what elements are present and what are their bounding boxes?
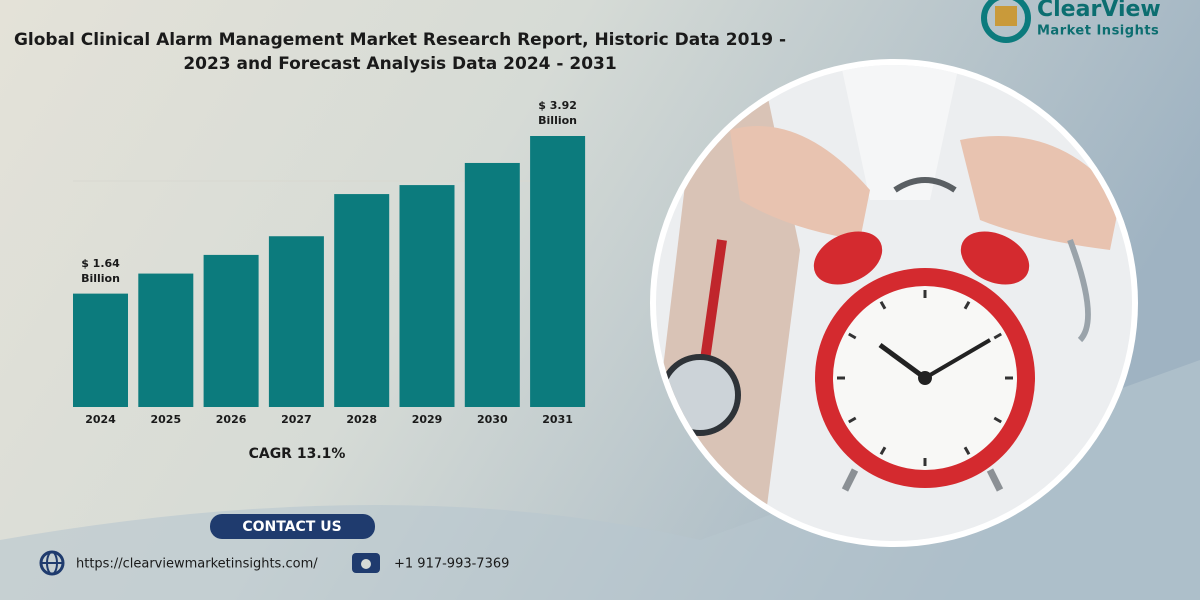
- clock-pin: [918, 371, 932, 385]
- value-label: $ 1.64 Billion: [81, 256, 120, 285]
- x-tick-label: 2026: [216, 413, 247, 426]
- clock-bell: [960, 231, 1030, 285]
- bar: [138, 273, 194, 407]
- clock-tick: [993, 332, 1002, 340]
- x-tick-label: 2024: [85, 413, 116, 426]
- clock-tick: [879, 446, 887, 455]
- chart-title: Global Clinical Alarm Management Market …: [13, 30, 787, 74]
- clock-hand: [923, 338, 992, 380]
- clock-bell: [813, 231, 883, 285]
- clock-ticks: [837, 290, 1013, 466]
- clock-leg: [986, 468, 1004, 492]
- bar-chart: 2024 2025 2026 2027 2028 2029 2030 2031: [73, 136, 586, 426]
- clock-tick: [879, 301, 887, 310]
- clock-tick: [848, 416, 857, 424]
- contact-button[interactable]: [210, 514, 375, 539]
- website[interactable]: https://clearviewmarketinsights.com/: [76, 557, 318, 572]
- bar: [268, 236, 324, 407]
- logo-name: ClearView: [1037, 0, 1161, 22]
- bar: [334, 194, 390, 407]
- x-tick-label: 2030: [477, 413, 508, 426]
- hand-right: [960, 136, 1120, 250]
- clock-leg: [841, 468, 859, 492]
- value-label: $ 3.92 Billion: [538, 99, 578, 127]
- cagr-annotation: CAGR 13.1%: [249, 446, 346, 462]
- clock-hand: [878, 342, 927, 381]
- photo: [650, 59, 1138, 547]
- clock-handle: [893, 177, 957, 193]
- bar: [203, 254, 259, 407]
- logo: ClearView Market Insights: [981, 0, 1161, 43]
- clock-tick: [963, 301, 971, 310]
- x-tick-label: 2028: [346, 413, 377, 426]
- logo-mark: [981, 0, 1031, 43]
- bar: [530, 136, 586, 407]
- bar: [73, 293, 128, 407]
- x-tick-label: 2031: [542, 413, 573, 426]
- logo-mark: [995, 6, 1017, 26]
- stethoscope-right: [1067, 238, 1091, 343]
- x-tick-label: 2027: [281, 413, 312, 426]
- collar: [840, 65, 960, 200]
- logo-tagline: Market Insights: [1037, 24, 1159, 39]
- contact-button-label[interactable]: CONTACT US: [242, 519, 341, 535]
- clock-tick: [848, 332, 857, 340]
- clock-tick: [993, 416, 1002, 424]
- bar: [399, 185, 455, 407]
- hand-left: [730, 126, 870, 240]
- phone: +1 917-993-7369: [394, 557, 509, 572]
- phone-icon: [361, 559, 371, 569]
- x-tick-label: 2029: [412, 413, 443, 426]
- x-tick-label: 2025: [150, 413, 181, 426]
- bar: [464, 162, 520, 407]
- stethoscope-tube: [700, 239, 727, 361]
- clock-tick: [963, 446, 971, 455]
